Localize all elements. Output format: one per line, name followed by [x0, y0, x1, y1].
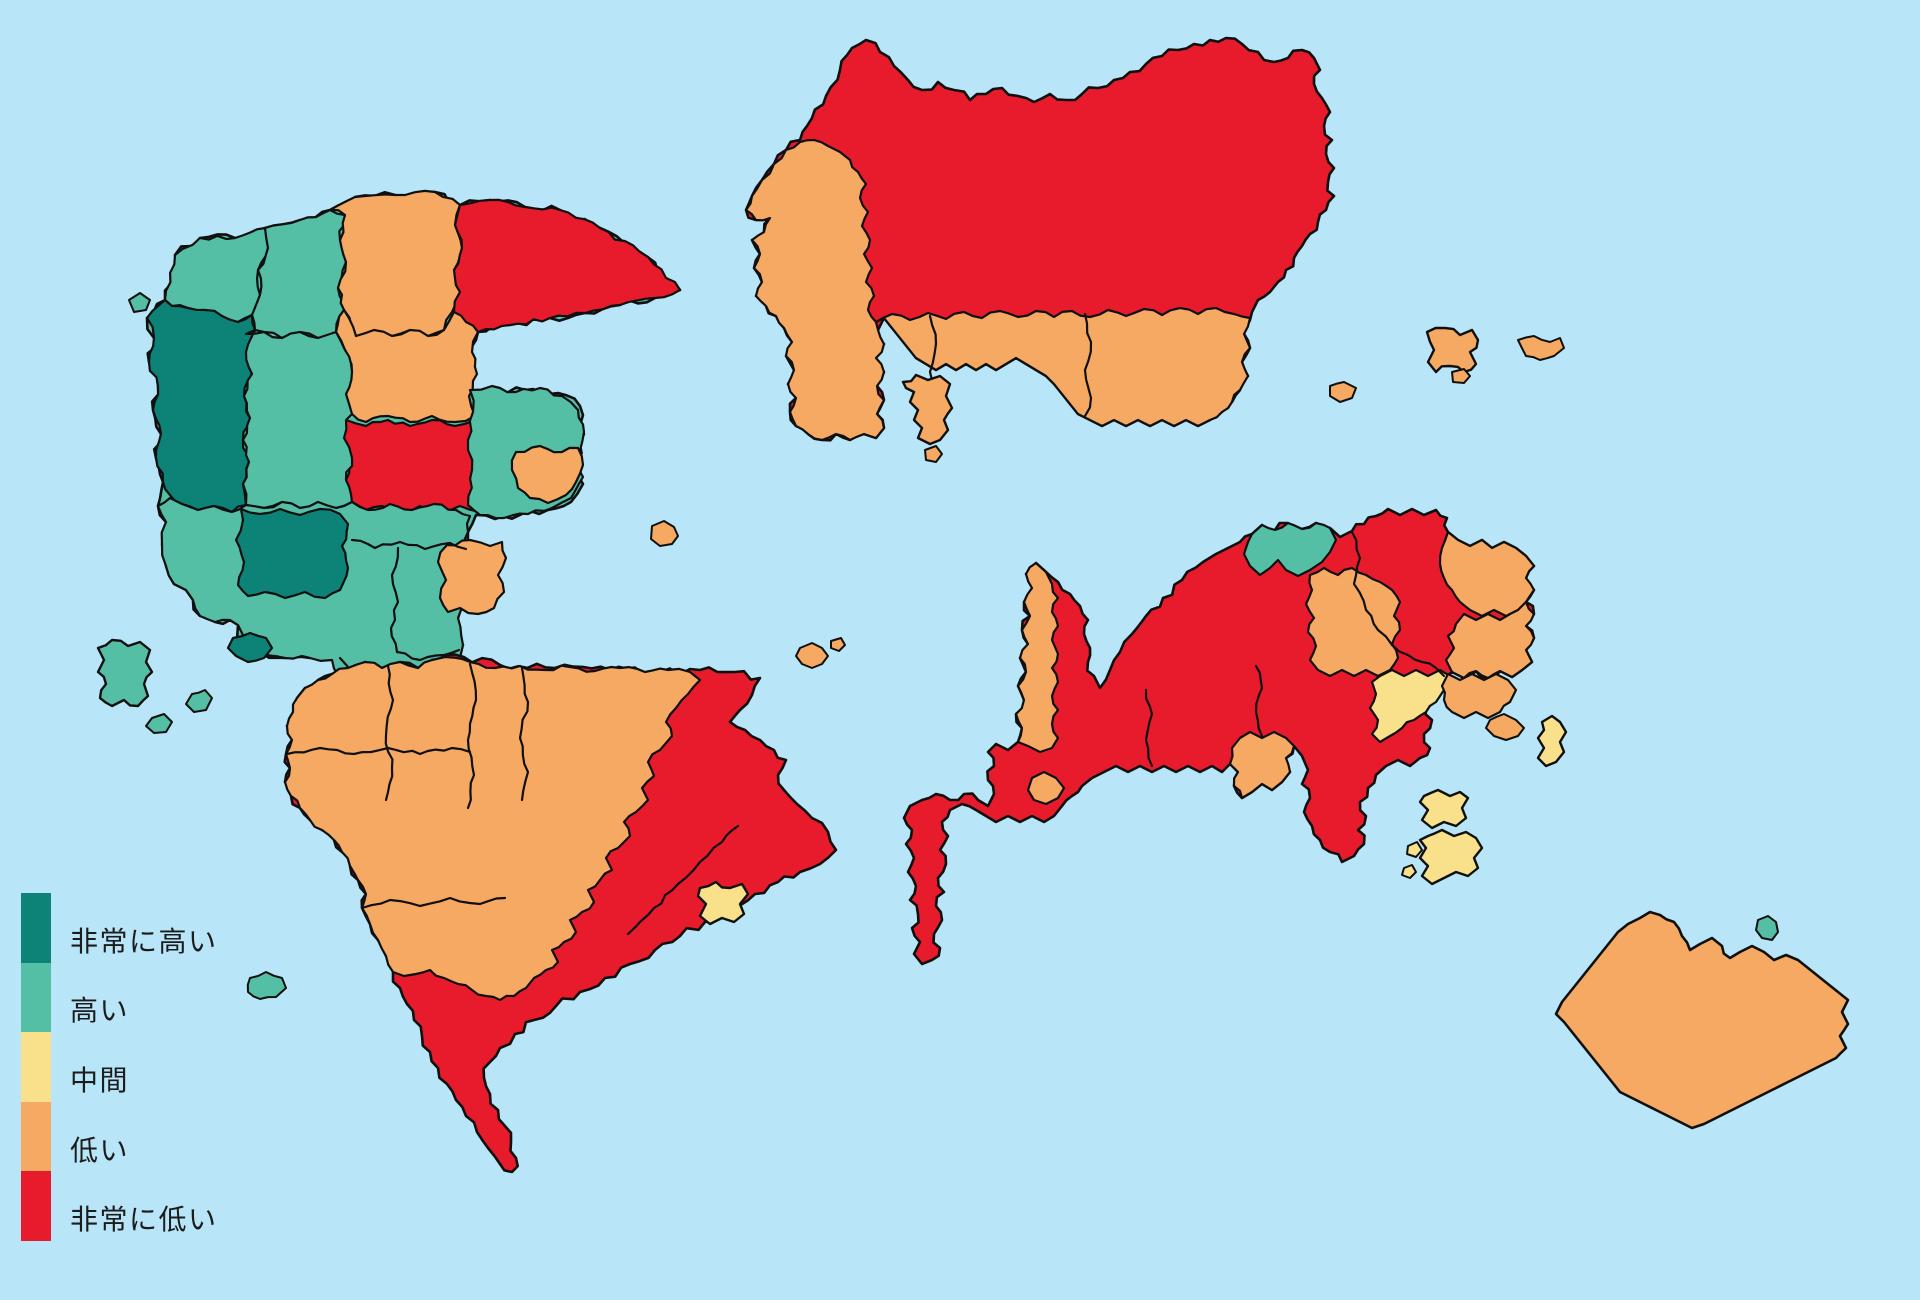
island1-region-ne-red	[452, 198, 682, 334]
islet-orange-pair-b	[924, 445, 943, 463]
island3-se-orange	[1440, 672, 1518, 720]
island4-border-c	[285, 746, 472, 756]
legend-labels: 非常に高い高い中間低い非常に低い	[70, 893, 218, 1253]
islet-orange-se2b	[1451, 368, 1471, 384]
islet-yellow-s4	[696, 880, 750, 926]
island3-south-orange	[1228, 730, 1296, 800]
island1-speck-darkteal	[226, 631, 274, 664]
island3-border-s2	[1254, 664, 1264, 738]
legend-swatch-high	[21, 962, 51, 1033]
island1-region-midnorth	[250, 208, 348, 340]
island3-teal-north	[1242, 521, 1338, 578]
island4-border-red	[626, 824, 740, 936]
island5-base	[1554, 910, 1850, 1130]
island3-border-ne	[1350, 530, 1446, 678]
islet-yellow-1	[1418, 788, 1470, 830]
legend-label-middle: 中間	[70, 1064, 130, 1096]
legend-label-very_high: 非常に高い	[70, 925, 218, 957]
island4-border-d	[360, 896, 507, 910]
islet-w1-teal	[96, 638, 154, 708]
island1-border-b	[389, 546, 400, 654]
island4-border-b	[384, 664, 395, 802]
island1-region-center	[241, 328, 354, 510]
legend-swatch-middle	[21, 1032, 51, 1102]
islet-orange-se2d	[1329, 381, 1357, 403]
islet-orange-se3	[1485, 713, 1525, 741]
legend-label-very_low: 非常に低い	[70, 1204, 218, 1236]
island1-arm-orange	[510, 444, 585, 505]
island3-sw-orange-bit	[1026, 770, 1066, 806]
island1-region-south-darkteal	[234, 507, 350, 600]
islet-yellow-2	[1418, 828, 1484, 886]
island3-east-orange2	[1444, 600, 1536, 680]
islet-sw4-teal	[246, 971, 287, 1000]
island2-south-orange	[874, 306, 1252, 428]
island1-se-orange	[436, 538, 508, 616]
islet-orange-w3a	[795, 642, 829, 669]
legend-label-low: 低い	[70, 1134, 130, 1166]
legend-colorbar	[21, 893, 51, 1241]
legend-swatch-very_high	[21, 893, 51, 963]
islet-orange-mid	[650, 520, 679, 547]
islet-w2-teal	[185, 689, 213, 713]
island4-nw-orange	[283, 655, 702, 1002]
island3-border-s1	[1144, 688, 1154, 768]
islet-orange-se2c	[1517, 335, 1565, 361]
islet-yellow-4	[1401, 864, 1417, 879]
island3-yellow-band	[1368, 668, 1452, 744]
island1-region-north-orange	[328, 189, 464, 338]
islet-teal-east	[1755, 915, 1779, 941]
island3-west-finger	[1014, 561, 1060, 754]
island4-border-e	[518, 666, 530, 802]
island1-border-a	[350, 538, 468, 551]
legend-swatch-low	[21, 1101, 51, 1172]
island3-center-orange	[1304, 566, 1402, 678]
island2-west-orange	[744, 138, 886, 442]
legend: 非常に高い高い中間低い非常に低い	[21, 893, 218, 1253]
islet-yellow-se3	[1536, 714, 1568, 768]
island4-border-a	[466, 662, 478, 810]
islet-orange-pair-a	[901, 373, 954, 446]
islet-w3-teal	[145, 713, 173, 734]
legend-label-high: 高い	[70, 995, 130, 1027]
islet-orange-w3b	[830, 637, 846, 652]
island1-region-west	[145, 298, 257, 514]
islet-nw-teal	[128, 292, 151, 313]
islet-yellow-3	[1406, 841, 1423, 858]
map-shapes-layer	[96, 36, 1850, 1174]
island2-border-b	[1083, 312, 1093, 418]
legend-swatch-very_low	[21, 1171, 51, 1241]
islet-orange-se2a	[1425, 326, 1480, 374]
